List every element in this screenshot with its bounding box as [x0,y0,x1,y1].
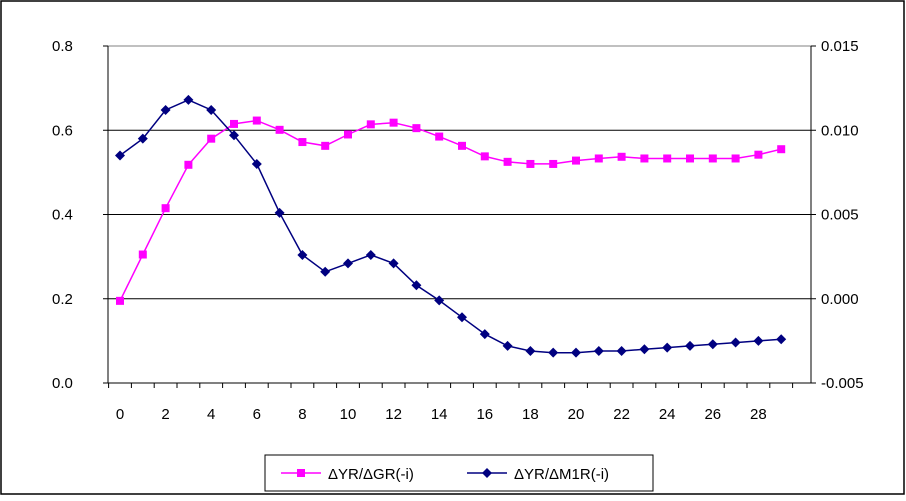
data-point-square [686,154,694,163]
data-point-diamond [502,340,513,351]
data-point-square [230,119,238,128]
data-point-diamond [639,344,650,355]
data-point-square [138,250,147,259]
data-point-square [344,130,352,139]
y-right-tick-label: -0.005 [821,375,864,392]
data-point-diamond [753,335,764,346]
data-point-square [731,154,740,163]
data-point-diamond [229,130,239,141]
x-tick-label: 16 [476,406,493,423]
data-point-diamond [479,329,490,340]
data-point-diamond [525,345,536,356]
x-tick-label: 6 [253,406,261,423]
data-point-square [161,204,170,213]
x-tick-label: 0 [116,406,124,423]
data-point-square [298,138,307,147]
legend-box [264,454,654,492]
data-point-diamond [343,258,353,269]
data-point-square [572,156,580,165]
legend-marker-m1r [482,468,492,478]
data-point-diamond [593,345,604,356]
data-point-diamond [365,249,376,260]
legend-label-gr: ΔYR/ΔGR(-i) [328,466,414,483]
y-left-tick-label: 0.6 [52,122,73,139]
axes: 0.0 0.2 0.4 0.6 0.8 -0.005 0.000 0.005 0.010 0.01… [52,38,864,423]
y-left-tick-label: 0.4 [52,207,73,224]
data-point-diamond [411,280,422,291]
x-tick-label: 28 [750,406,767,423]
y-left-tick-label: 0.0 [52,375,73,392]
data-point-square [777,145,786,154]
data-point-square [617,152,626,161]
data-point-diamond [297,249,308,260]
data-point-square [640,154,649,163]
data-point-diamond [707,339,718,350]
data-point-diamond [388,258,399,269]
data-point-diamond [274,207,285,218]
y-right-tick-label: 0.000 [821,291,859,308]
y-left-tick-label: 0.2 [52,291,73,308]
x-tick-label: 26 [704,406,721,423]
data-point-diamond [548,347,559,358]
y-left-tick-label: 0.8 [52,38,73,55]
data-point-square [708,154,717,163]
data-point-square [207,134,216,143]
data-point-diamond [206,105,217,116]
data-point-square [184,160,193,169]
data-point-diamond [160,105,171,116]
series-layer [115,94,787,358]
data-point-square [480,152,489,161]
data-point-diamond [137,133,148,144]
data-point-diamond [251,158,262,169]
y-right-tick-label: 0.015 [821,38,859,55]
data-point-diamond [320,266,331,277]
x-tick-label: 18 [522,406,539,423]
data-point-square [412,124,421,133]
data-point-square [549,159,558,168]
x-tick-label: 24 [659,406,676,423]
data-point-square [116,296,124,305]
x-tick-label: 14 [431,406,448,423]
data-point-square [435,132,444,141]
data-point-diamond [571,347,581,358]
legend-marker-gr [297,469,305,477]
legend-label-m1r: ΔYR/ΔM1R(-i) [514,466,609,483]
data-point-diamond [434,295,445,306]
data-point-square [458,141,466,150]
data-point-square [503,157,512,166]
data-point-diamond [457,312,467,323]
x-tick-label: 12 [385,406,402,423]
x-tick-label: 4 [207,406,215,423]
y-right-tick-label: 0.005 [821,207,859,224]
data-point-square [754,150,763,159]
y-right-tick-label: 0.010 [821,122,859,139]
data-point-square [321,141,330,150]
data-point-square [252,116,261,125]
legend: ΔYR/ΔGR(-i) ΔYR/ΔM1R(-i) [264,454,654,492]
data-point-square [526,159,535,168]
data-point-diamond [662,342,673,353]
x-tick-label: 22 [613,406,630,423]
data-point-diamond [115,150,125,161]
x-tick-label: 10 [340,406,357,423]
data-point-square [389,118,398,127]
x-tick-label: 20 [568,406,585,423]
data-point-diamond [616,345,627,356]
data-point-diamond [730,337,741,348]
data-point-square [366,120,375,129]
data-point-diamond [776,334,787,345]
data-point-square [275,125,284,134]
data-point-square [663,154,672,163]
x-tick-label: 8 [298,406,306,423]
data-point-diamond [183,94,194,105]
x-tick-label: 2 [161,406,169,423]
data-point-square [594,154,603,163]
data-point-diamond [685,340,695,351]
